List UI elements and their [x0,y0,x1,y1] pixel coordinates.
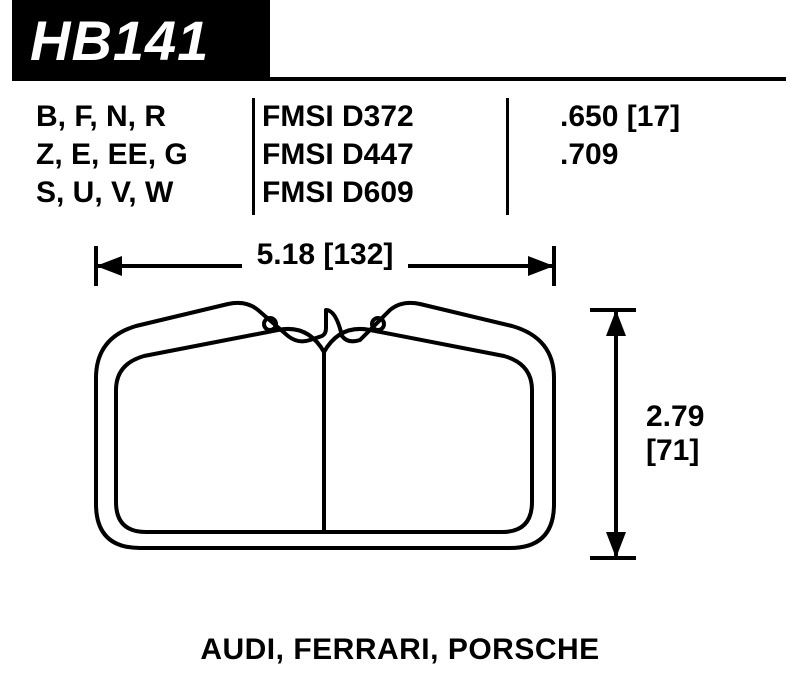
column-divider [506,98,509,215]
codes-row: B, F, N, R [36,98,246,136]
part-number: HB141 [30,8,209,73]
height-dimension-arrows-icon [590,304,650,564]
codes-row: S, U, V, W [36,174,246,212]
vehicle-fitment: AUDI, FERRARI, PORSCHE [0,633,800,667]
thickness-column: .650 [17] .709 [560,98,760,174]
fmsi-row: FMSI D372 [262,98,492,136]
compound-codes-column: B, F, N, R Z, E, EE, G S, U, V, W [36,98,246,212]
width-dimension-label: 5.18 [132] [94,238,556,272]
thickness-row: .650 [17] [560,98,760,136]
pad-drawing: 5.18 [132] 2.79 [71] [58,232,738,612]
fmsi-column: FMSI D372 FMSI D447 FMSI D609 [262,98,492,212]
height-dimension: 2.79 [71] [590,304,730,554]
column-divider [252,98,255,215]
part-number-header: HB141 [12,0,270,80]
height-mm: [71] [646,434,704,468]
fmsi-row: FMSI D609 [262,174,492,212]
thickness-row: .709 [560,136,760,174]
fmsi-row: FMSI D447 [262,136,492,174]
header-rule [12,77,786,81]
spec-table: B, F, N, R Z, E, EE, G S, U, V, W FMSI D… [30,98,770,218]
height-dimension-label: 2.79 [71] [646,400,704,468]
width-dimension: 5.18 [132] [94,246,556,286]
height-in: 2.79 [646,400,704,434]
brake-pad-outline-icon [88,294,564,564]
codes-row: Z, E, EE, G [36,136,246,174]
